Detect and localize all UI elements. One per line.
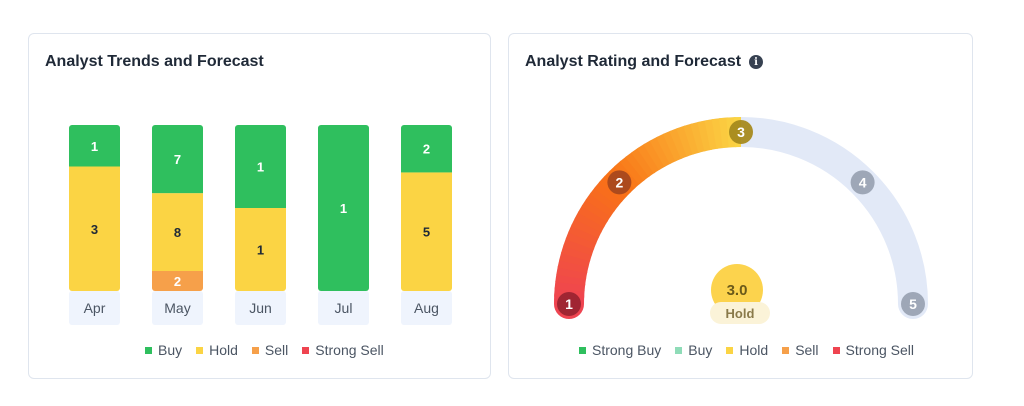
category-pill-jun (235, 291, 286, 325)
tick-label-aug: Aug (414, 300, 439, 316)
gauge-marker-3 (729, 120, 753, 144)
tick-label-apr: Apr (84, 300, 106, 316)
rating-gauge: 1 2 3 4 5 (554, 117, 928, 319)
bar-aug[interactable] (401, 125, 452, 291)
data-label-jun-buy: 1 (257, 160, 264, 175)
legend-label-strong-sell: Strong Sell (315, 342, 384, 358)
gauge-marker-label-3: 3 (737, 124, 745, 140)
gauge-marker-label-4: 4 (859, 174, 867, 190)
legend-swatch-strong-buy (579, 346, 586, 354)
legend-swatch-hold (726, 346, 734, 354)
info-icon[interactable]: i (749, 55, 764, 69)
trends-legend: Buy Hold Sell Strong Sell (145, 342, 384, 358)
bar-segment-jun-hold[interactable] (235, 208, 286, 291)
gauge-marker-label-5: 5 (909, 296, 917, 312)
legend-swatch-buy (145, 346, 152, 354)
data-label-jul-buy: 1 (340, 201, 347, 216)
trends-title: Analyst Trends and Forecast (45, 53, 264, 71)
gauge-marker-2 (607, 170, 632, 195)
rating-title: Analyst Rating and Forecast i (525, 53, 764, 71)
bar-segment-aug-buy[interactable] (401, 125, 452, 173)
data-label-may-buy: 7 (174, 152, 181, 167)
legend-label-buy: Buy (158, 342, 183, 358)
bar-segment-may-hold[interactable] (152, 193, 203, 271)
legend-label-sell: Sell (264, 342, 289, 358)
rating-title-text: Analyst Rating and Forecast (525, 53, 742, 70)
tick-label-may: May (164, 300, 190, 316)
legend-label-hold: Hold (739, 342, 769, 358)
legend-label-buy: Buy (688, 342, 713, 358)
gauge-rating-pill: Hold (710, 302, 770, 324)
bar-apr[interactable] (69, 125, 120, 291)
gauge-marker-1 (557, 292, 581, 316)
legend-item-buy[interactable]: Buy (675, 342, 712, 358)
legend-item-strong-sell[interactable]: Strong Sell (832, 342, 915, 358)
data-label-apr-buy: 1 (91, 139, 98, 154)
category-pill-aug (401, 291, 452, 325)
legend-swatch-sell (782, 346, 790, 354)
gauge-rating-text: Hold (725, 305, 755, 321)
legend-label-hold: Hold (209, 342, 238, 358)
legend-swatch-hold (196, 346, 204, 354)
stacked-bar-chart: 3 1 Apr 2 8 7 May 1 1 Jun 1 Jul 5 2 Aug (69, 125, 452, 325)
gauge-marker-label-2: 2 (615, 174, 623, 190)
legend-item-hold[interactable]: Hold (196, 342, 238, 358)
legend-label-strong-buy: Strong Buy (592, 342, 662, 358)
legend-item-strong-sell[interactable]: Strong Sell (302, 342, 384, 358)
rating-legend: Strong Buy Buy Hold Sell Strong Sell (579, 342, 914, 358)
data-label-aug-buy: 2 (423, 142, 430, 157)
bar-segment-jul-buy[interactable] (318, 125, 369, 291)
legend-label-strong-sell: Strong Sell (845, 342, 915, 358)
bar-segment-jun-buy[interactable] (235, 125, 286, 208)
tick-label-jun: Jun (249, 300, 272, 316)
gauge-marker-4 (850, 170, 875, 195)
gauge-marker-label-1: 1 (565, 296, 573, 312)
data-label-may-sell: 2 (174, 274, 181, 289)
legend-swatch-sell (251, 346, 259, 354)
legend-item-sell[interactable]: Sell (782, 342, 819, 358)
data-label-jun-hold: 1 (257, 243, 264, 258)
legend-swatch-buy (675, 346, 683, 354)
data-label-apr-hold: 3 (91, 222, 98, 237)
bar-segment-may-sell[interactable] (152, 271, 203, 291)
legend-item-strong-buy[interactable]: Strong Buy (579, 342, 661, 358)
bar-jun[interactable] (235, 125, 286, 291)
legend-swatch-strong-sell (832, 346, 840, 354)
data-label-aug-hold: 5 (423, 225, 430, 240)
legend-item-sell[interactable]: Sell (251, 342, 289, 358)
trends-title-text: Analyst Trends and Forecast (45, 53, 264, 70)
gauge-marker-5 (901, 292, 925, 316)
bar-segment-apr-hold[interactable] (69, 166, 120, 292)
bar-segment-aug-hold[interactable] (401, 172, 452, 291)
gauge-value-text: 3.0 (726, 281, 748, 299)
data-label-may-hold: 8 (174, 225, 181, 240)
bar-jul[interactable] (318, 125, 369, 291)
legend-label-sell: Sell (795, 342, 819, 358)
category-pill-apr (69, 291, 120, 325)
category-pill-may (152, 291, 203, 325)
bar-may[interactable] (152, 125, 203, 291)
analyst-trends-card: Analyst Trends and Forecast 3 1 Apr 2 8 7 May 1… (28, 33, 491, 379)
tick-label-jul: Jul (335, 300, 353, 316)
legend-item-hold[interactable]: Hold (726, 342, 768, 358)
bar-segment-apr-buy[interactable] (69, 125, 120, 167)
category-pill-jul (318, 291, 369, 325)
legend-item-buy[interactable]: Buy (145, 342, 182, 358)
bar-segment-may-buy[interactable] (152, 125, 203, 194)
legend-swatch-strong-sell (302, 346, 310, 354)
